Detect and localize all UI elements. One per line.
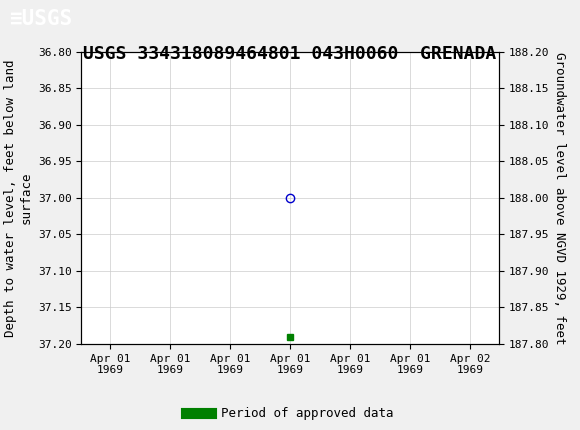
Y-axis label: Groundwater level above NGVD 1929, feet: Groundwater level above NGVD 1929, feet (553, 52, 566, 344)
Legend: Period of approved data: Period of approved data (182, 402, 399, 425)
Text: ≡USGS: ≡USGS (9, 9, 72, 29)
Text: USGS 334318089464801 043H0060  GRENADA: USGS 334318089464801 043H0060 GRENADA (84, 45, 496, 63)
Y-axis label: Depth to water level, feet below land
surface: Depth to water level, feet below land su… (4, 59, 32, 337)
